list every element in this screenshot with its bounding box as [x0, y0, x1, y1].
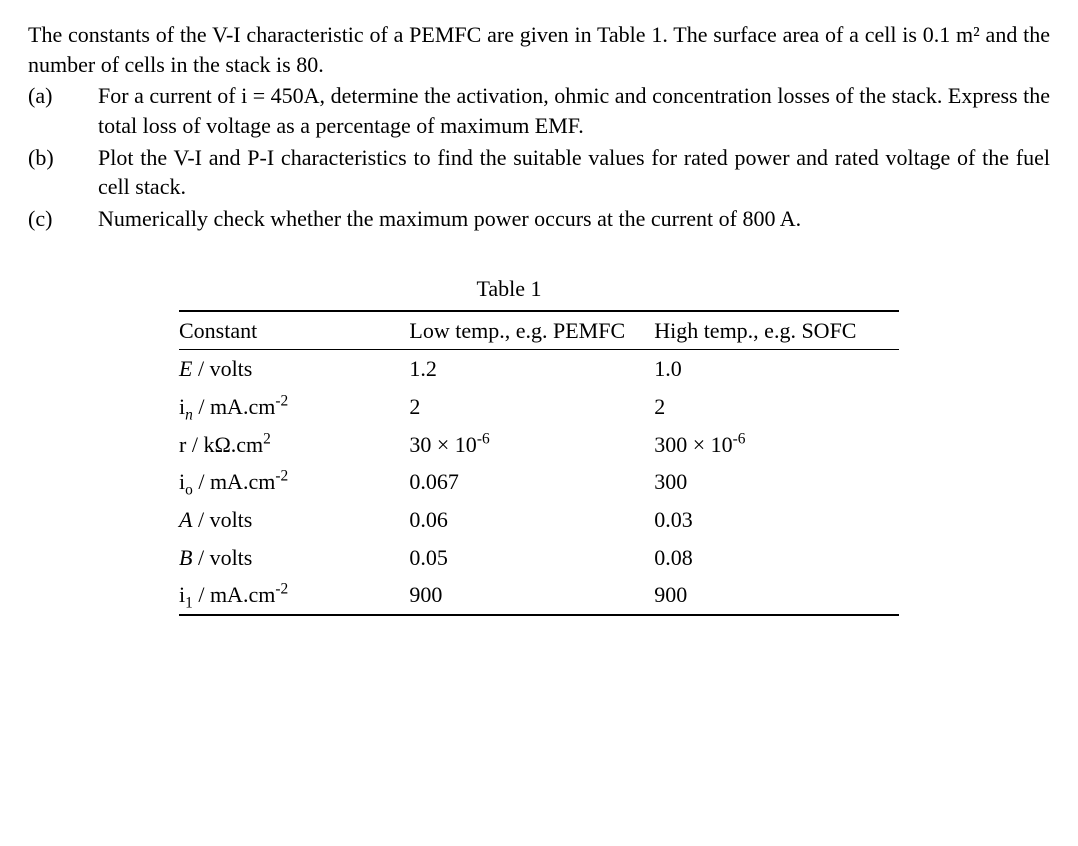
question-a: (a) For a current of i = 450A, determine… [28, 81, 1050, 140]
table-cell-lowtemp: 30 × 10-6 [409, 426, 654, 464]
question-text: Numerically check whether the maximum po… [98, 204, 1050, 234]
table-row: io / mA.cm-20.067300 [179, 463, 899, 501]
question-text: Plot the V-I and P-I characteristics to … [98, 143, 1050, 202]
table-cell-constant: E / volts [179, 350, 409, 388]
question-label: (a) [28, 81, 98, 140]
table-row: B / volts0.050.08 [179, 539, 899, 577]
table-cell-constant: r / kΩ.cm2 [179, 426, 409, 464]
table-cell-constant: io / mA.cm-2 [179, 463, 409, 501]
table-cell-lowtemp: 0.05 [409, 539, 654, 577]
table-cell-lowtemp: 900 [409, 576, 654, 615]
table-cell-hightemp: 300 [654, 463, 899, 501]
constants-table: Constant Low temp., e.g. PEMFC High temp… [179, 310, 899, 617]
table-cell-hightemp: 0.03 [654, 501, 899, 539]
question-c: (c) Numerically check whether the maximu… [28, 204, 1050, 234]
table-cell-hightemp: 0.08 [654, 539, 899, 577]
table-header: Low temp., e.g. PEMFC [409, 311, 654, 350]
question-text: For a current of i = 450A, determine the… [98, 81, 1050, 140]
table-cell-lowtemp: 0.06 [409, 501, 654, 539]
question-list: (a) For a current of i = 450A, determine… [28, 81, 1050, 233]
table-caption: Table 1 [119, 274, 899, 304]
table-row: A / volts0.060.03 [179, 501, 899, 539]
table-cell-hightemp: 1.0 [654, 350, 899, 388]
question-label: (c) [28, 204, 98, 234]
table-cell-hightemp: 2 [654, 388, 899, 426]
table-cell-lowtemp: 0.067 [409, 463, 654, 501]
problem-intro: The constants of the V-I characteristic … [28, 20, 1050, 79]
table-cell-hightemp: 300 × 10-6 [654, 426, 899, 464]
table-cell-constant: i1 / mA.cm-2 [179, 576, 409, 615]
question-label: (b) [28, 143, 98, 202]
table-cell-lowtemp: 2 [409, 388, 654, 426]
table-row: E / volts1.21.0 [179, 350, 899, 388]
table-cell-hightemp: 900 [654, 576, 899, 615]
question-b: (b) Plot the V-I and P-I characteristics… [28, 143, 1050, 202]
table-cell-constant: A / volts [179, 501, 409, 539]
table-header: High temp., e.g. SOFC [654, 311, 899, 350]
table-row: in / mA.cm-222 [179, 388, 899, 426]
table-wrapper: Table 1 Constant Low temp., e.g. PEMFC H… [28, 274, 1050, 616]
table-cell-constant: in / mA.cm-2 [179, 388, 409, 426]
table-header: Constant [179, 311, 409, 350]
table-cell-lowtemp: 1.2 [409, 350, 654, 388]
table-row: r / kΩ.cm230 × 10-6300 × 10-6 [179, 426, 899, 464]
table-cell-constant: B / volts [179, 539, 409, 577]
table-row: i1 / mA.cm-2900900 [179, 576, 899, 615]
